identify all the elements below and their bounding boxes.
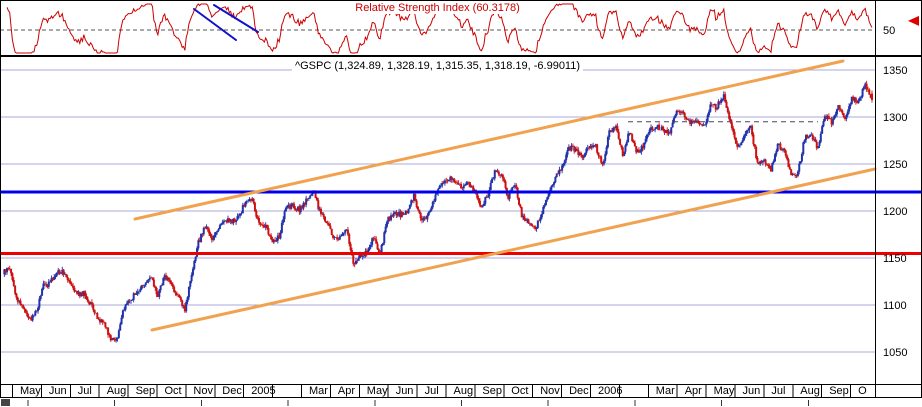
trendline-annotations-layer [0,4,922,332]
price-axis-tick-label: 1150 [883,253,907,265]
x-axis-tick-label: May [20,385,41,397]
x-axis-tick-label: 2005 [251,385,275,397]
channel-lower-trendline [150,167,877,332]
x-axis-tick-label: May [714,385,735,397]
x-axis-tick-label: Oct [165,385,182,397]
x-axis-tick-label: Oct [511,385,528,397]
rsi-series-layer [6,3,873,54]
candle-down-bodies [4,83,873,341]
x-axis-tick-label: May [367,385,388,397]
x-axis-tick-label: Aug [107,385,127,397]
x-axis-tick-label: Mar [656,385,675,397]
rsi-line [6,3,873,54]
x-axis-tick-label: Aug [800,385,820,397]
scrollbar-left-arrow[interactable] [1,399,10,406]
x-axis-tick-label: Jul [771,385,785,397]
x-axis-tick-label: Sep [482,385,502,397]
price-axis-tick-label: 1050 [883,347,907,359]
x-axis-tick-label: Dec [569,385,589,397]
price-axis-tick-label: 1200 [883,206,907,218]
rsi-trendline-a [193,8,237,41]
price-axis-tick-label: 1250 [883,159,907,171]
candlestick-series-layer [3,80,873,343]
price-axis-tick-label: 1100 [883,300,907,312]
x-axis-tick-label: Nov [193,385,213,397]
x-axis-tick-label: Mar [309,385,328,397]
x-axis-tick-label: Apr [338,385,355,397]
price-axis-tick-label: 1350 [883,65,907,77]
price-axis-tick-label: 1300 [883,112,907,124]
x-axis-tick-label: 2006 [598,385,622,397]
x-axis-tick-label: Jun [396,385,414,397]
rsi-axis-tick-label: 50 [883,25,895,37]
x-axis-tick-label: Jul [78,385,92,397]
x-axis-tick-label: Apr [685,385,702,397]
x-axis-tick-label: Dec [222,385,242,397]
gridlines-layer [0,29,875,353]
x-axis-tick-label: Jun [49,385,67,397]
x-axis-tick-label: Jun [743,385,761,397]
rsi-current-value-marker [908,15,919,26]
x-axis-tick-label: Aug [454,385,474,397]
x-axis-tick-label: Sep [136,385,156,397]
x-axis-tick-label: Sep [829,385,849,397]
rsi-trendline-b [213,4,259,33]
channel-upper-trendline [133,59,845,221]
candle-up-bodies [3,83,867,341]
x-axis-tick-label: Nov [540,385,560,397]
x-axis-tick-label: O [858,385,867,397]
x-axis-tick-label: Jul [425,385,439,397]
axis-labels-layer: 1350 1300 1250 1200 1150 1100 1050 50 May Jun Jul A… [20,25,907,397]
